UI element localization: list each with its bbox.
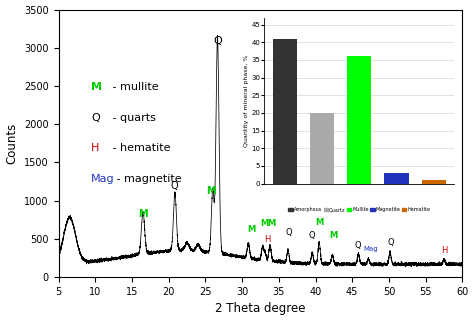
Text: M: M [315,219,323,228]
Text: M: M [138,209,148,219]
Text: Q: Q [285,229,292,238]
Text: M: M [247,225,255,234]
Text: Q: Q [309,231,315,240]
Text: Q: Q [355,241,361,250]
Text: - mullite: - mullite [109,82,159,92]
Text: Q: Q [387,239,394,247]
Text: M: M [267,219,275,228]
Text: Q: Q [213,36,222,46]
Text: - hematite: - hematite [109,143,171,153]
Text: H: H [441,246,447,255]
Text: M: M [91,82,102,92]
Text: Mag: Mag [363,246,378,252]
Text: - quarts: - quarts [109,113,156,123]
Text: H: H [91,143,99,153]
Text: - magnetite: - magnetite [113,174,182,184]
Text: Mag: Mag [91,174,115,184]
Text: M: M [207,186,216,196]
Text: Q: Q [91,113,100,123]
Text: Q: Q [171,181,178,191]
Text: H: H [264,235,271,244]
Text: M: M [330,231,338,240]
X-axis label: 2 Theta degree: 2 Theta degree [215,302,306,316]
Text: M: M [260,219,268,228]
Y-axis label: Counts: Counts [6,123,18,164]
